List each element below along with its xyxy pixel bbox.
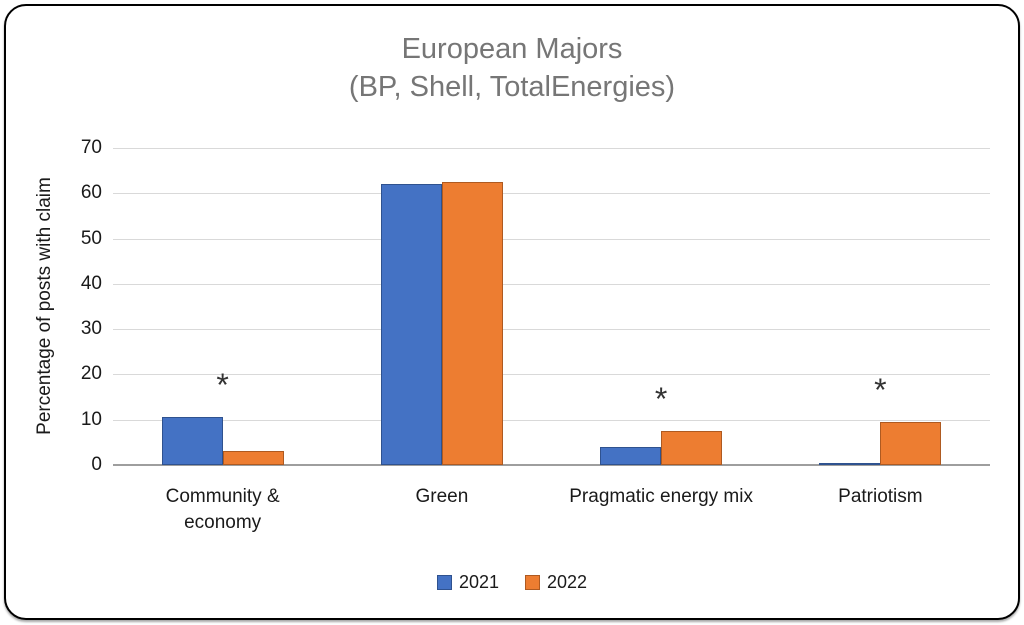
gridline (113, 374, 990, 376)
bar-2022-category-1 (222, 451, 284, 465)
gridline (113, 283, 990, 285)
chart-frame (4, 4, 1020, 620)
y-axis-title: Percentage of posts with claim (34, 177, 55, 435)
y-tick-label: 50 (80, 227, 102, 249)
legend-label: 2022 (547, 572, 588, 592)
gridline (113, 148, 990, 149)
chart-title-line-1: European Majors (401, 33, 623, 65)
bar-2022-category-4 (880, 421, 942, 465)
bar-2021-category-4 (819, 463, 881, 465)
x-category-label: Patriotism (838, 486, 923, 507)
bar-2021-category-2 (380, 184, 442, 465)
legend: 2021 2022 (0, 572, 1024, 593)
plot-area (113, 148, 990, 466)
x-category-label: Green (415, 486, 469, 507)
y-tick-label: 10 (80, 408, 102, 430)
gridline (113, 419, 990, 421)
y-tick-label: 40 (80, 272, 102, 294)
x-axis-line (113, 464, 990, 466)
gridline (113, 329, 990, 331)
legend-swatch-icon (525, 575, 540, 590)
significance-asterisk: * (654, 381, 668, 418)
significance-asterisk: * (874, 371, 887, 408)
x-category-label: Pragmatic energy mix (569, 486, 753, 507)
legend-item-2022: 2022 (525, 572, 587, 593)
y-tick-label: 30 (80, 318, 102, 340)
significance-asterisk: * (216, 367, 229, 404)
bar-2022-category-3 (661, 431, 723, 465)
legend-swatch-icon (436, 575, 452, 590)
chart-title: European Majors (BP, Shell, TotalEnergie… (0, 30, 1024, 106)
bar-2022-category-2 (441, 181, 503, 465)
gridline (113, 193, 990, 195)
y-tick-label: 70 (80, 137, 102, 158)
bar-2021-category-1 (161, 417, 223, 465)
bar-2021-category-3 (600, 446, 662, 465)
y-tick-label: 0 (91, 454, 102, 475)
chart-title-line-2: (BP, Shell, TotalEnergies) (348, 71, 676, 103)
legend-label: 2021 (458, 572, 499, 592)
y-tick-label: 60 (80, 182, 102, 204)
legend-item-2021: 2021 (436, 572, 499, 593)
gridline (113, 238, 990, 240)
x-category-label: Community & economy (165, 486, 280, 533)
y-tick-label: 20 (80, 363, 102, 385)
